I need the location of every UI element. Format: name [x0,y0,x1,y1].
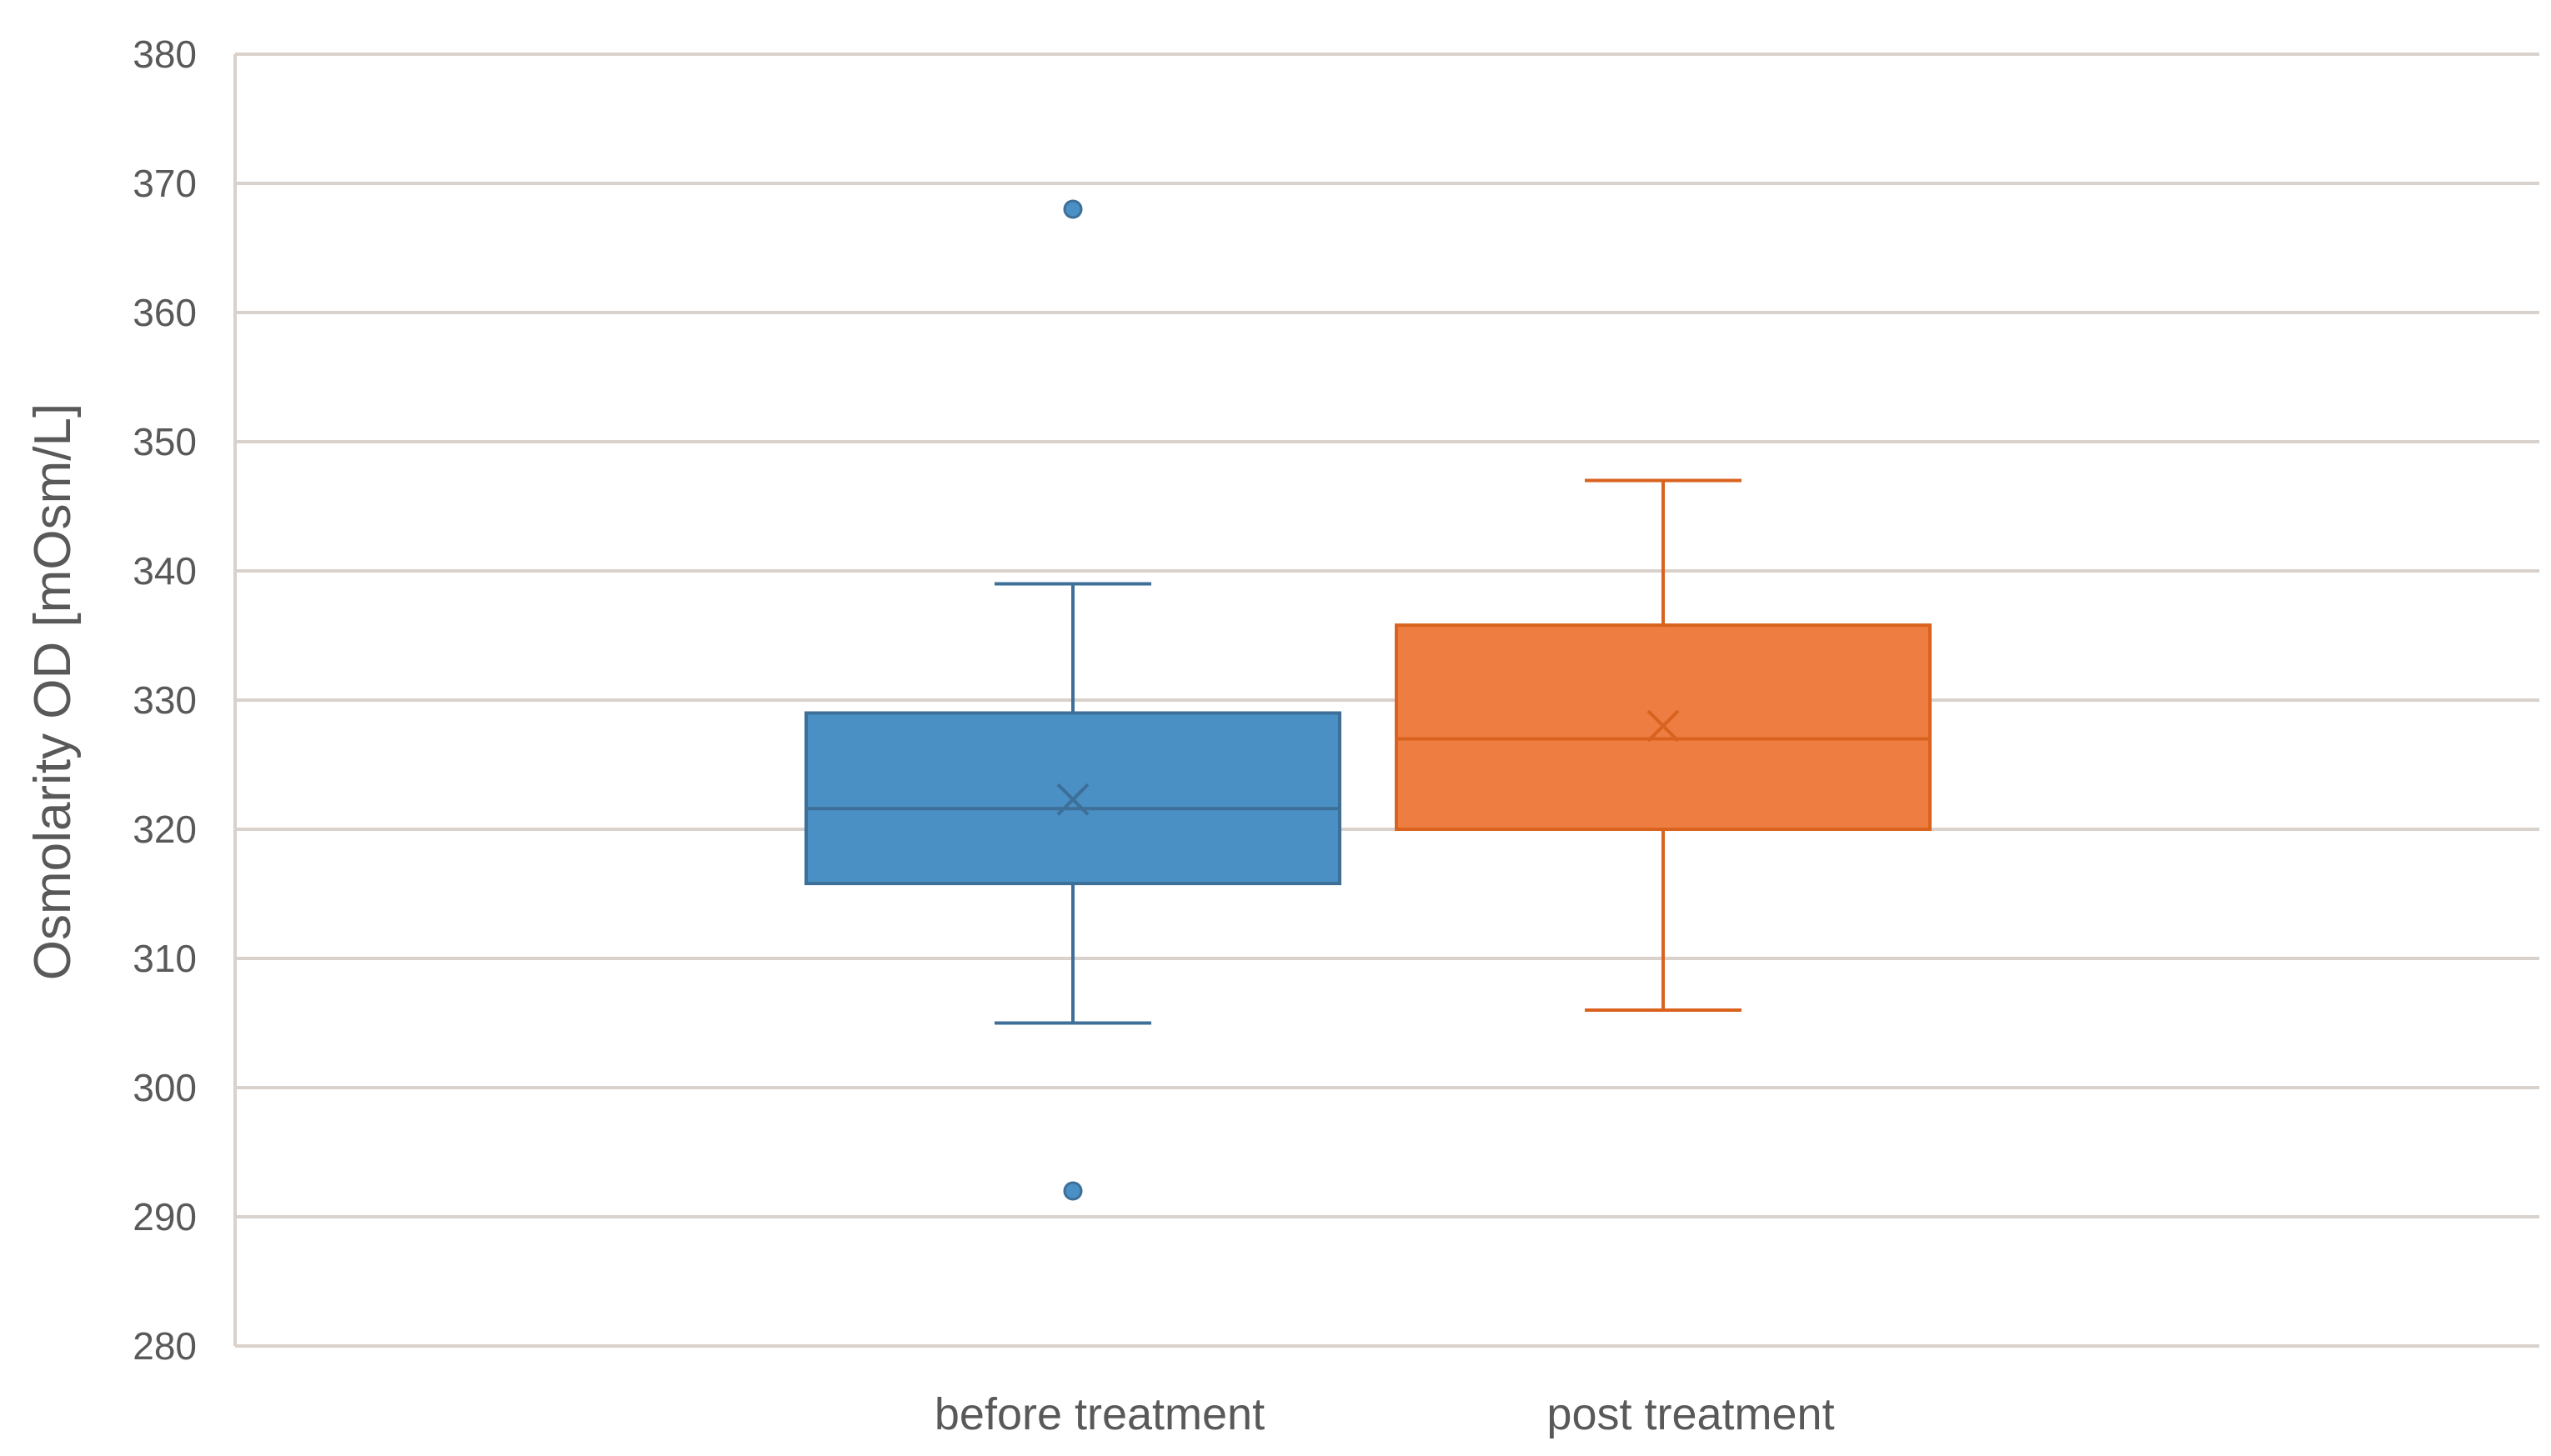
box-series [804,199,1341,1201]
y-axis-ticks: 280 290 300 310 320 330 340 350 360 370 380 [133,33,197,1368]
y-tick-label: 330 [133,678,197,722]
mean-marker [1056,783,1090,816]
y-tick-label: 290 [133,1195,197,1238]
gridlines [235,53,2539,1348]
y-tick-label: 380 [133,33,197,76]
y-tick-label: 280 [133,1324,197,1368]
category-label: post treatment [1546,1389,1834,1439]
y-tick-label: 340 [133,549,197,593]
y-tick-label: 320 [133,808,197,851]
y-tick-label: 360 [133,291,197,334]
boxes [804,199,1932,1201]
box-series [1395,478,1932,1012]
y-tick-label: 370 [133,162,197,205]
category-labels: before treatment post treatment [935,1389,1835,1439]
mean-marker [1646,709,1680,743]
y-tick-label: 350 [133,420,197,463]
y-axis-title: Osmolarity OD [mOsm/L] [24,403,82,980]
outlier-point [1063,199,1083,219]
y-tick-label: 300 [133,1066,197,1109]
category-label: before treatment [935,1389,1265,1439]
y-tick-label: 310 [133,937,197,980]
outlier-point [1063,1181,1083,1201]
